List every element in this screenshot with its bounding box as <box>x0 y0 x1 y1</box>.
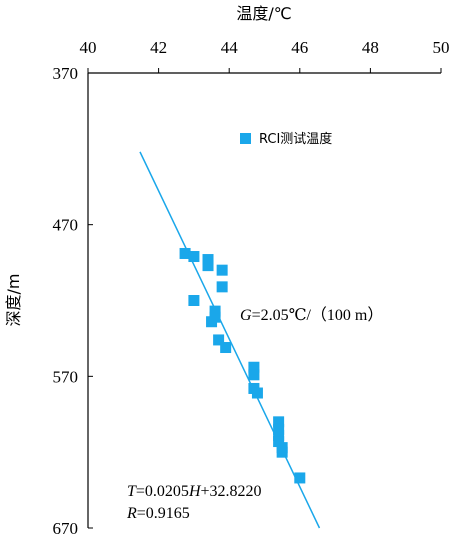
r-value: R=0.9165 <box>126 505 190 522</box>
x-ticks: 40 42 44 46 48 50 <box>80 38 450 73</box>
y-tick-label: 670 <box>53 519 79 538</box>
equation-var-t: T <box>127 483 137 500</box>
data-point <box>213 334 225 346</box>
equation-coef: =0.0205 <box>136 483 189 500</box>
data-point <box>248 369 260 381</box>
y-axis-title: 深度/m <box>4 274 23 327</box>
data-point <box>188 295 200 306</box>
data-point <box>216 281 228 293</box>
data-point <box>216 264 228 276</box>
x-tick-label: 40 <box>80 38 97 57</box>
gradient-value: =2.05℃/（100 m） <box>252 306 384 324</box>
equation-intercept: +32.8220 <box>201 483 262 500</box>
data-point <box>188 251 200 263</box>
legend-label: RCI测试温度 <box>259 131 332 147</box>
data-point <box>273 423 285 435</box>
data-point <box>209 305 221 317</box>
equation-var-h: H <box>188 483 202 500</box>
data-point <box>248 361 260 373</box>
r-eq: =0.9165 <box>137 505 190 522</box>
y-tick-label: 570 <box>53 367 79 386</box>
data-point <box>220 342 232 354</box>
legend-marker <box>240 133 251 144</box>
data-point <box>273 416 285 428</box>
data-point <box>276 446 288 458</box>
x-tick-label: 42 <box>150 38 167 57</box>
y-tick-label: 470 <box>53 216 79 235</box>
x-axis-title: 温度/℃ <box>236 4 291 23</box>
data-point <box>273 436 285 448</box>
data-point <box>179 247 191 259</box>
data-point <box>251 387 263 399</box>
gradient-var: G <box>240 307 252 324</box>
x-tick-label: 44 <box>221 38 239 57</box>
y-ticks: 370 470 570 670 <box>53 64 93 538</box>
gradient-annotation: G=2.05℃/（100 m） <box>240 306 383 324</box>
data-points <box>179 247 306 484</box>
x-tick-label: 46 <box>291 38 308 57</box>
fit-line <box>139 151 321 529</box>
legend: RCI测试温度 <box>240 131 332 147</box>
data-point <box>206 316 218 328</box>
y-tick-label: 370 <box>53 64 79 83</box>
fit-equation: T=0.0205H+32.8220 <box>127 483 262 500</box>
r-var: R <box>126 505 137 522</box>
data-point <box>202 254 214 266</box>
x-tick-label: 48 <box>362 38 379 57</box>
data-point <box>294 472 306 484</box>
x-tick-label: 50 <box>433 38 450 57</box>
data-point <box>273 429 285 441</box>
data-point <box>202 260 214 272</box>
